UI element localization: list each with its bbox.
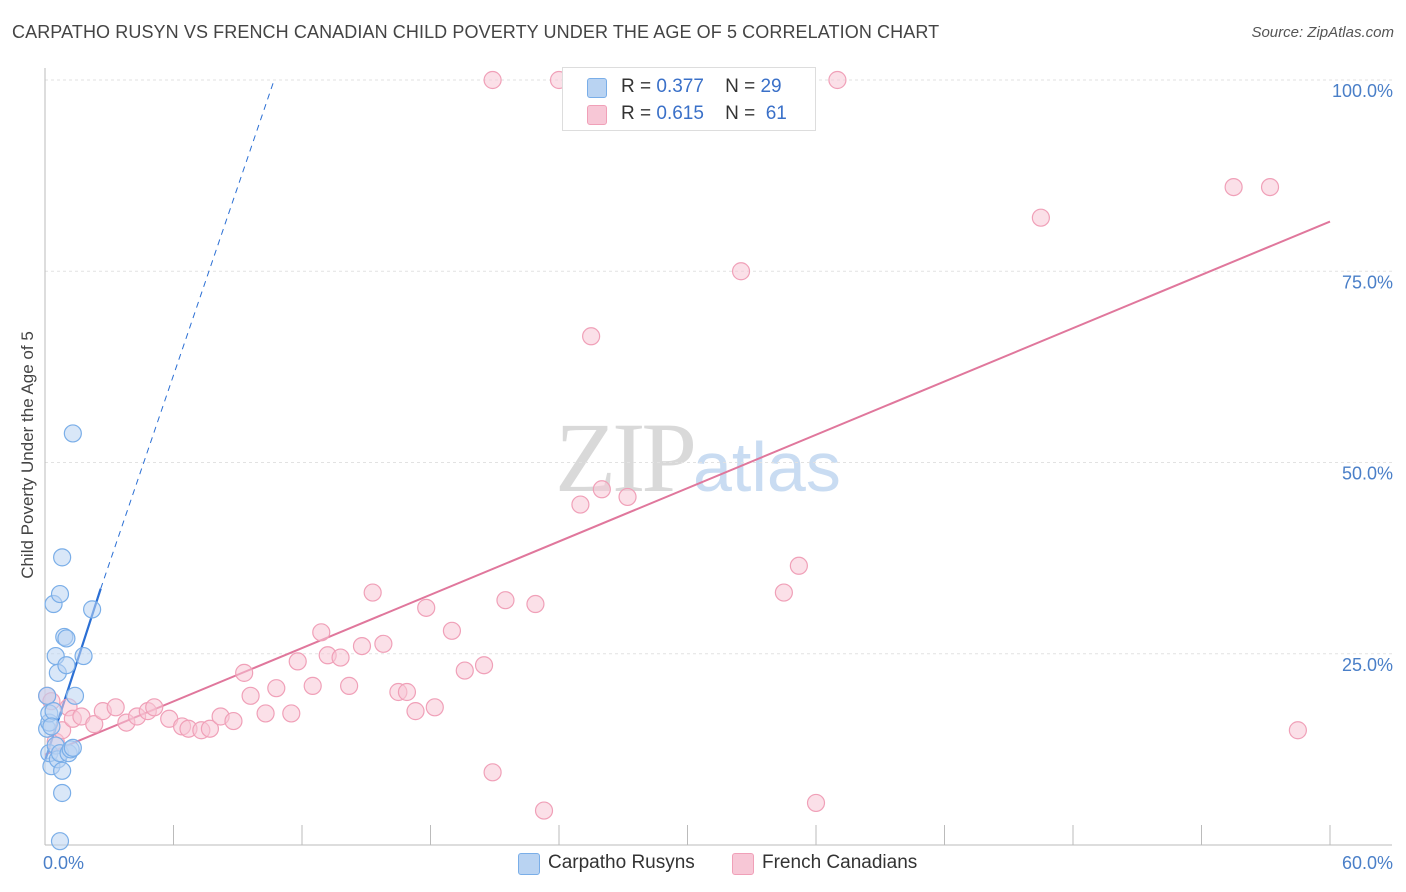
source-label: Source: ZipAtlas.com: [1251, 24, 1394, 41]
y-tick-label: 75.0%: [1342, 272, 1393, 292]
point-french-canadian: [235, 663, 254, 682]
point-french-canadian: [145, 698, 164, 717]
y-tick-label: 100.0%: [1332, 81, 1393, 101]
legend-text-french: R = 0.615 N = 61: [621, 103, 787, 125]
point-french-canadian: [1260, 178, 1280, 197]
point-french-canadian: [106, 698, 125, 717]
point-french-canadian: [618, 487, 637, 507]
point-carpatho-rusyn: [53, 783, 72, 803]
point-french-canadian: [363, 583, 382, 602]
point-french-canadian: [288, 652, 307, 671]
point-french-canadian: [496, 591, 515, 610]
point-french-canadian: [200, 719, 220, 738]
point-french-canadian: [397, 682, 417, 702]
axes: [44, 68, 1392, 846]
point-french-canadian: [282, 704, 301, 723]
x-tick-label: 0.0%: [43, 853, 84, 873]
point-french-canadian: [267, 679, 286, 698]
point-french-canadian: [256, 704, 275, 723]
grid-lines: [45, 79, 1392, 655]
point-french-canadian: [406, 702, 425, 721]
bottom-legend-swatch-french: [732, 853, 754, 875]
point-carpatho-rusyn: [57, 656, 76, 675]
legend-n-value: 61: [765, 103, 787, 124]
point-carpatho-rusyn: [42, 717, 61, 736]
legend-r-label: R =: [621, 76, 652, 97]
point-french-canadian: [582, 327, 601, 346]
point-french-canadian: [85, 715, 104, 734]
trend-line-french-canadians: [44, 220, 1331, 756]
point-french-canadian: [340, 676, 359, 695]
point-french-canadian: [731, 262, 751, 281]
legend-r-value: 0.615: [656, 103, 704, 124]
legend-n-value: 29: [760, 76, 782, 97]
point-french-canadian: [774, 583, 793, 602]
point-french-canadian: [303, 676, 322, 695]
point-carpatho-rusyn: [63, 424, 82, 443]
point-french-canadian: [571, 495, 590, 514]
point-french-canadian: [592, 480, 611, 499]
y-tick-label: 25.0%: [1342, 655, 1393, 675]
legend-text-carpatho: R = 0.377 N = 29: [621, 76, 782, 98]
point-french-canadian: [789, 556, 808, 575]
point-carpatho-rusyn: [44, 702, 63, 721]
legend-n-label: N =: [725, 103, 756, 124]
point-french-canadian: [828, 70, 847, 90]
watermark-atlas: atlas: [693, 428, 841, 506]
x-tick-label: 60.0%: [1342, 853, 1393, 873]
legend-r-value: 0.377: [656, 76, 704, 97]
point-carpatho-rusyn: [38, 686, 57, 705]
point-french-canadian: [483, 70, 502, 90]
legend-r-label: R =: [621, 103, 652, 124]
point-french-canadian: [455, 661, 474, 680]
point-carpatho-rusyn: [63, 738, 82, 757]
point-french-canadian: [442, 621, 462, 640]
point-french-canadian: [806, 793, 826, 813]
point-french-canadian: [483, 763, 502, 782]
point-carpatho-rusyn: [53, 761, 72, 780]
trend-lines: [43, 79, 1331, 762]
point-french-canadian: [534, 801, 554, 820]
legend-n-label: N =: [725, 76, 756, 97]
chart-title: CARPATHO RUSYN VS FRENCH CANADIAN CHILD …: [12, 22, 940, 42]
legend-swatch-french: [587, 105, 607, 125]
trend-line-carpatho-extension: [100, 79, 275, 589]
point-french-canadian: [224, 711, 243, 731]
point-french-canadian: [526, 594, 545, 614]
point-carpatho-rusyn: [65, 686, 85, 705]
data-points: [38, 70, 1307, 851]
point-carpatho-rusyn: [74, 646, 93, 666]
point-carpatho-rusyn: [83, 600, 102, 619]
point-carpatho-rusyn: [50, 584, 70, 604]
point-french-canadian: [417, 598, 436, 617]
point-french-canadian: [1288, 721, 1307, 740]
point-french-canadian: [1224, 178, 1243, 197]
point-french-canadian: [331, 648, 350, 667]
point-french-canadian: [374, 634, 393, 653]
legend-swatch-carpatho: [587, 78, 607, 98]
bottom-legend-label-french: French Canadians: [762, 852, 918, 873]
point-carpatho-rusyn: [50, 832, 70, 851]
point-carpatho-rusyn: [53, 548, 72, 567]
point-french-canadian: [312, 623, 331, 642]
point-french-canadian: [1031, 208, 1050, 227]
bottom-legend-swatch-carpatho: [518, 853, 540, 875]
point-french-canadian: [474, 656, 494, 675]
point-french-canadian: [352, 636, 372, 656]
tick-labels: 25.0% 50.0% 75.0% 100.0% 0.0% 60.0%: [43, 81, 1393, 873]
point-french-canadian: [425, 698, 444, 717]
point-carpatho-rusyn: [57, 629, 76, 648]
y-tick-label: 50.0%: [1342, 464, 1393, 484]
correlation-legend: R = 0.377 N = 29 R = 0.615 N = 61: [562, 67, 816, 131]
bottom-legend-label-carpatho: Carpatho Rusyns: [548, 852, 695, 873]
point-french-canadian: [241, 686, 260, 705]
